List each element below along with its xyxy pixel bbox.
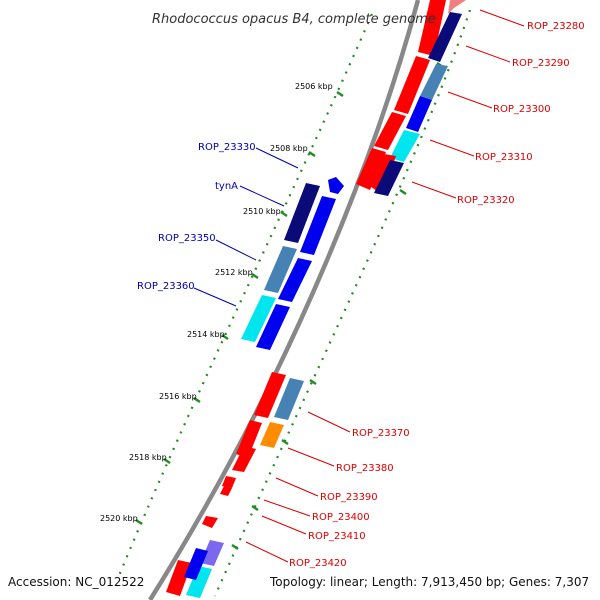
- gene-rop-23290[interactable]: [394, 56, 430, 114]
- gene-rop-23280[interactable]: [418, 0, 446, 56]
- connector-left: [215, 239, 257, 261]
- gene-rop-23310[interactable]: [356, 148, 386, 190]
- gene-rop-23420[interactable]: [166, 560, 192, 596]
- tick-mark: [231, 544, 239, 550]
- tick-label: 2518 kbp: [129, 453, 167, 462]
- tick-mark: [193, 397, 201, 403]
- gene-blue-1[interactable]: [300, 196, 336, 255]
- gene-blue-top[interactable]: [406, 96, 432, 132]
- dotted-tracks: [116, 9, 472, 597]
- tick-mark: [221, 334, 229, 340]
- gene-label[interactable]: ROP_23420: [289, 558, 347, 569]
- gene-rop-23400[interactable]: [222, 476, 236, 488]
- connector-right: [465, 45, 511, 63]
- gene-red-mid[interactable]: [236, 420, 262, 458]
- tick-mark: [309, 379, 317, 385]
- gene-cyan-bottom[interactable]: [186, 566, 212, 598]
- gene-label[interactable]: ROP_23300: [493, 104, 551, 115]
- gene-rop-23320[interactable]: [374, 160, 404, 196]
- left-labels: ROP_23330 tynA ROP_23350 ROP_23360: [137, 142, 256, 292]
- gene-label[interactable]: ROP_23410: [308, 531, 366, 542]
- tick-label: 2520 kbp: [100, 514, 138, 523]
- connector-right: [411, 181, 457, 199]
- gene-blue-bottom[interactable]: [184, 548, 208, 580]
- tick-label: 2506 kbp: [295, 82, 333, 91]
- gene-label[interactable]: ROP_23330: [198, 142, 256, 153]
- connector-right: [287, 447, 335, 467]
- gene-label[interactable]: ROP_23280: [527, 21, 585, 32]
- gene-steel-top[interactable]: [420, 64, 448, 100]
- tick-mark: [163, 458, 171, 464]
- gene-tyna[interactable]: [328, 177, 344, 194]
- gene-label[interactable]: ROP_23360: [137, 281, 195, 292]
- gene-blue-2[interactable]: [278, 258, 312, 302]
- tick-mark: [399, 189, 407, 195]
- gene-rop-23280-b[interactable]: [448, 0, 466, 14]
- connector-right: [275, 477, 319, 497]
- map-title: Rhodococcus opacus B4, complete genome: [152, 12, 436, 27]
- connector-right: [447, 91, 493, 109]
- tick-mark: [336, 91, 344, 97]
- tick-mark: [251, 505, 259, 511]
- connector-right: [479, 9, 525, 27]
- tick-label: 2510 kbp: [243, 207, 281, 216]
- label-connectors: [193, 9, 525, 563]
- connector-right: [261, 515, 307, 535]
- gene-label[interactable]: ROP_23400: [312, 512, 370, 523]
- genome-backbone: [148, 0, 421, 600]
- gene-label[interactable]: ROP_23320: [457, 195, 515, 206]
- gene-label[interactable]: tynA: [215, 181, 238, 192]
- gene-rop-23330[interactable]: [284, 183, 320, 243]
- tick-labels: 2506 kbp 2508 kbp 2510 kbp 2512 kbp 2514…: [100, 82, 333, 523]
- gene-features: [166, 0, 466, 598]
- tick-label: 2508 kbp: [270, 144, 308, 153]
- tick-mark: [251, 273, 259, 279]
- gene-rop-23390[interactable]: [232, 446, 256, 472]
- tick-label: 2516 kbp: [159, 392, 197, 401]
- gene-blue-3[interactable]: [256, 304, 290, 350]
- connector-left: [239, 185, 285, 207]
- gene-rop-23300[interactable]: [374, 112, 406, 150]
- gene-label[interactable]: ROP_23310: [475, 152, 533, 163]
- connector-right: [429, 139, 475, 157]
- tick-label: 2512 kbp: [215, 268, 253, 277]
- connector-left: [193, 287, 237, 307]
- accession-text: Accession: NC_012522: [8, 575, 144, 589]
- tick-mark: [281, 439, 289, 445]
- tick-mark: [135, 519, 143, 525]
- gene-rop-23410[interactable]: [220, 486, 232, 496]
- gene-rop-23360[interactable]: [241, 295, 276, 342]
- gene-rop-23380[interactable]: [260, 422, 284, 448]
- gene-navy-top[interactable]: [428, 12, 462, 62]
- gene-label[interactable]: ROP_23290: [512, 58, 570, 69]
- connector-right: [263, 499, 311, 517]
- connector-right: [307, 411, 351, 433]
- gene-rop-23350[interactable]: [264, 246, 297, 293]
- gene-purple-bottom[interactable]: [200, 540, 224, 566]
- gene-red-small[interactable]: [202, 516, 218, 528]
- gene-steel-mid[interactable]: [274, 378, 304, 420]
- gene-rop-23370[interactable]: [254, 372, 286, 418]
- connector-right: [245, 541, 289, 563]
- tick-label: 2514 kbp: [187, 330, 225, 339]
- connector-left: [255, 147, 299, 169]
- gene-label[interactable]: ROP_23350: [158, 233, 216, 244]
- gene-label[interactable]: ROP_23380: [336, 463, 394, 474]
- tick-mark: [308, 151, 316, 157]
- right-labels: ROP_23280 ROP_23290 ROP_23300 ROP_23310 …: [289, 21, 585, 569]
- tick-mark: [280, 211, 288, 217]
- tick-marks: [135, 62, 444, 550]
- topology-text: Topology: linear; Length: 7,913,450 bp; …: [269, 575, 589, 589]
- gene-label[interactable]: ROP_23390: [320, 492, 378, 503]
- gene-cyan-top[interactable]: [390, 130, 420, 162]
- gene-label[interactable]: ROP_23370: [352, 428, 410, 439]
